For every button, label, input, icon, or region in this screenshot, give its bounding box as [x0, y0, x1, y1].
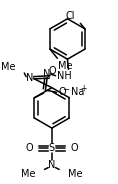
Text: Me: Me	[68, 169, 83, 179]
Text: Na: Na	[71, 87, 84, 97]
Text: O: O	[48, 66, 56, 76]
Text: Me: Me	[21, 169, 35, 179]
Text: O: O	[70, 143, 78, 153]
Text: O: O	[58, 87, 66, 97]
Text: +: +	[80, 84, 87, 93]
Text: Me: Me	[58, 61, 73, 71]
Text: NH: NH	[57, 71, 72, 81]
Text: N: N	[26, 73, 34, 84]
Text: O: O	[26, 143, 34, 153]
Text: N: N	[43, 69, 50, 79]
Text: −: −	[62, 85, 69, 94]
Text: S: S	[49, 143, 55, 153]
Text: N: N	[48, 160, 56, 170]
Text: Me: Me	[1, 62, 15, 72]
Text: Cl: Cl	[65, 11, 75, 21]
